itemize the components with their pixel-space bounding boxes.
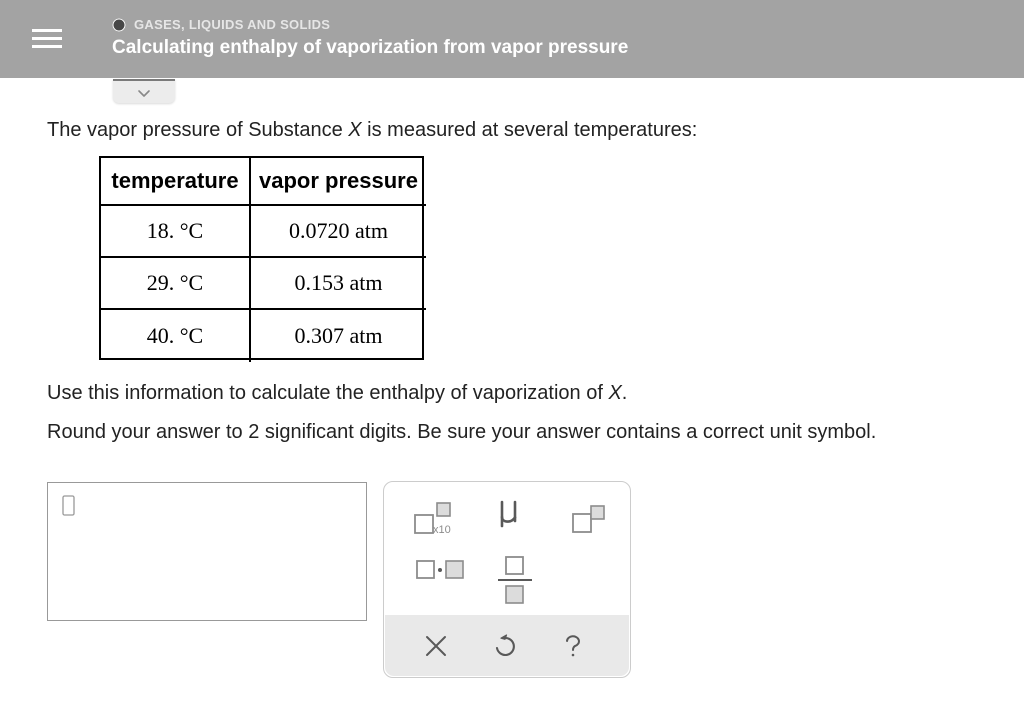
svg-text:x10: x10 (433, 524, 451, 534)
